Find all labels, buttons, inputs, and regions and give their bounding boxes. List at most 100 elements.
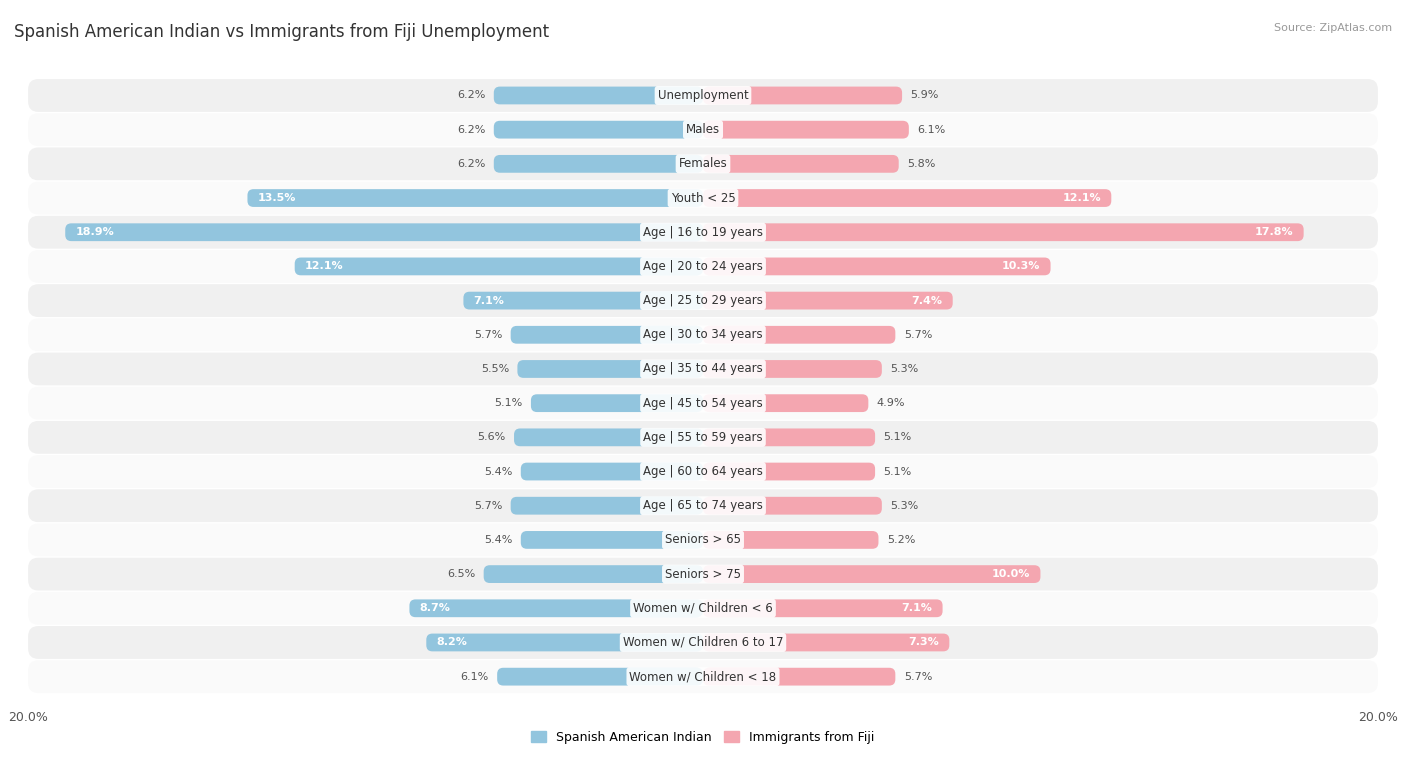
FancyBboxPatch shape <box>494 86 703 104</box>
FancyBboxPatch shape <box>703 155 898 173</box>
Text: 5.3%: 5.3% <box>890 500 918 511</box>
Text: Age | 16 to 19 years: Age | 16 to 19 years <box>643 226 763 238</box>
Text: Seniors > 75: Seniors > 75 <box>665 568 741 581</box>
Text: 8.7%: 8.7% <box>419 603 450 613</box>
FancyBboxPatch shape <box>28 660 1378 693</box>
Text: Unemployment: Unemployment <box>658 89 748 102</box>
FancyBboxPatch shape <box>520 531 703 549</box>
Text: 6.5%: 6.5% <box>447 569 475 579</box>
FancyBboxPatch shape <box>484 565 703 583</box>
Text: 5.7%: 5.7% <box>474 330 502 340</box>
Text: 5.7%: 5.7% <box>474 500 502 511</box>
FancyBboxPatch shape <box>517 360 703 378</box>
Text: Age | 35 to 44 years: Age | 35 to 44 years <box>643 363 763 375</box>
Text: 13.5%: 13.5% <box>257 193 295 203</box>
FancyBboxPatch shape <box>28 387 1378 419</box>
Text: 8.2%: 8.2% <box>436 637 467 647</box>
FancyBboxPatch shape <box>426 634 703 651</box>
Text: 5.4%: 5.4% <box>484 466 512 477</box>
Legend: Spanish American Indian, Immigrants from Fiji: Spanish American Indian, Immigrants from… <box>526 726 880 749</box>
FancyBboxPatch shape <box>28 319 1378 351</box>
Text: 4.9%: 4.9% <box>877 398 905 408</box>
Text: 5.7%: 5.7% <box>904 330 932 340</box>
FancyBboxPatch shape <box>510 497 703 515</box>
FancyBboxPatch shape <box>247 189 703 207</box>
FancyBboxPatch shape <box>703 223 1303 241</box>
Text: Age | 60 to 64 years: Age | 60 to 64 years <box>643 465 763 478</box>
FancyBboxPatch shape <box>409 600 703 617</box>
FancyBboxPatch shape <box>295 257 703 276</box>
Text: 5.8%: 5.8% <box>907 159 935 169</box>
Text: 10.0%: 10.0% <box>993 569 1031 579</box>
Text: Age | 45 to 54 years: Age | 45 to 54 years <box>643 397 763 410</box>
FancyBboxPatch shape <box>703 463 875 481</box>
Text: Women w/ Children < 18: Women w/ Children < 18 <box>630 670 776 683</box>
FancyBboxPatch shape <box>703 565 1040 583</box>
Text: 7.3%: 7.3% <box>908 637 939 647</box>
Text: Women w/ Children < 6: Women w/ Children < 6 <box>633 602 773 615</box>
FancyBboxPatch shape <box>65 223 703 241</box>
FancyBboxPatch shape <box>494 121 703 139</box>
Text: Females: Females <box>679 157 727 170</box>
FancyBboxPatch shape <box>703 326 896 344</box>
FancyBboxPatch shape <box>703 86 903 104</box>
FancyBboxPatch shape <box>28 79 1378 112</box>
Text: 6.1%: 6.1% <box>917 125 945 135</box>
Text: 7.4%: 7.4% <box>911 295 942 306</box>
FancyBboxPatch shape <box>703 291 953 310</box>
Text: 6.2%: 6.2% <box>457 125 485 135</box>
Text: 5.5%: 5.5% <box>481 364 509 374</box>
FancyBboxPatch shape <box>510 326 703 344</box>
FancyBboxPatch shape <box>28 250 1378 283</box>
FancyBboxPatch shape <box>703 121 908 139</box>
Text: Age | 55 to 59 years: Age | 55 to 59 years <box>643 431 763 444</box>
Text: 5.6%: 5.6% <box>478 432 506 442</box>
Text: 6.2%: 6.2% <box>457 91 485 101</box>
Text: Age | 20 to 24 years: Age | 20 to 24 years <box>643 260 763 273</box>
FancyBboxPatch shape <box>703 634 949 651</box>
FancyBboxPatch shape <box>703 531 879 549</box>
Text: 5.3%: 5.3% <box>890 364 918 374</box>
FancyBboxPatch shape <box>28 421 1378 453</box>
Text: Age | 30 to 34 years: Age | 30 to 34 years <box>643 329 763 341</box>
Text: 5.1%: 5.1% <box>883 432 911 442</box>
FancyBboxPatch shape <box>28 592 1378 625</box>
Text: 5.2%: 5.2% <box>887 535 915 545</box>
Text: Source: ZipAtlas.com: Source: ZipAtlas.com <box>1274 23 1392 33</box>
FancyBboxPatch shape <box>703 497 882 515</box>
Text: 6.1%: 6.1% <box>461 671 489 681</box>
FancyBboxPatch shape <box>28 353 1378 385</box>
FancyBboxPatch shape <box>703 189 1111 207</box>
FancyBboxPatch shape <box>703 257 1050 276</box>
FancyBboxPatch shape <box>703 394 869 412</box>
Text: 18.9%: 18.9% <box>76 227 114 237</box>
Text: Age | 65 to 74 years: Age | 65 to 74 years <box>643 499 763 512</box>
Text: 5.4%: 5.4% <box>484 535 512 545</box>
FancyBboxPatch shape <box>703 360 882 378</box>
FancyBboxPatch shape <box>28 114 1378 146</box>
FancyBboxPatch shape <box>520 463 703 481</box>
FancyBboxPatch shape <box>28 524 1378 556</box>
FancyBboxPatch shape <box>703 668 896 686</box>
FancyBboxPatch shape <box>531 394 703 412</box>
Text: 5.7%: 5.7% <box>904 671 932 681</box>
FancyBboxPatch shape <box>28 489 1378 522</box>
Text: Seniors > 65: Seniors > 65 <box>665 534 741 547</box>
FancyBboxPatch shape <box>28 216 1378 248</box>
FancyBboxPatch shape <box>515 428 703 446</box>
Text: Youth < 25: Youth < 25 <box>671 192 735 204</box>
Text: 5.1%: 5.1% <box>495 398 523 408</box>
Text: 7.1%: 7.1% <box>901 603 932 613</box>
Text: 12.1%: 12.1% <box>1063 193 1101 203</box>
FancyBboxPatch shape <box>28 284 1378 317</box>
Text: 10.3%: 10.3% <box>1002 261 1040 272</box>
FancyBboxPatch shape <box>464 291 703 310</box>
FancyBboxPatch shape <box>494 155 703 173</box>
Text: 6.2%: 6.2% <box>457 159 485 169</box>
Text: 5.1%: 5.1% <box>883 466 911 477</box>
Text: 7.1%: 7.1% <box>474 295 505 306</box>
FancyBboxPatch shape <box>703 428 875 446</box>
Text: Women w/ Children 6 to 17: Women w/ Children 6 to 17 <box>623 636 783 649</box>
FancyBboxPatch shape <box>28 148 1378 180</box>
FancyBboxPatch shape <box>703 600 942 617</box>
